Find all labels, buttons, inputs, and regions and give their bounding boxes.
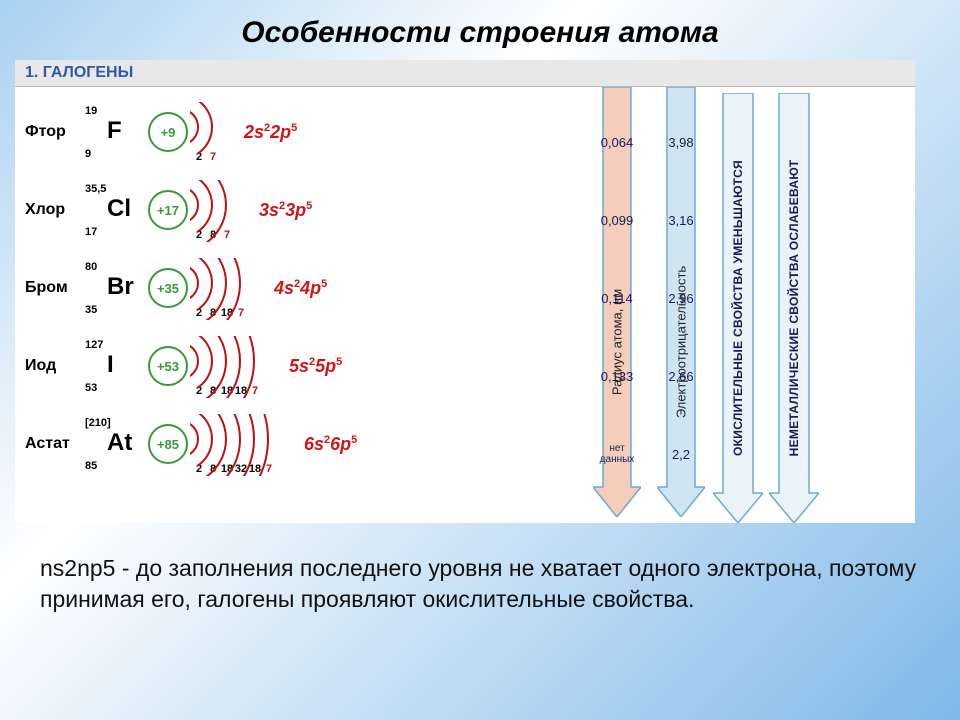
radius-label: Радиус атома, нм (610, 289, 625, 395)
radius-column: 0,0640,0990,1140,133нетданных Радиус ато… (585, 87, 649, 523)
element-row: Хлор35,5 17 Cl +17287 3s23p5 (25, 171, 575, 249)
radius-value: нетданных (585, 415, 649, 493)
svg-text:7: 7 (252, 385, 258, 397)
nucleus-charge: +35 (148, 268, 188, 308)
element-name: Хлор (25, 201, 85, 219)
electron-shells: 2818187 (190, 336, 275, 398)
element-name: Астат (25, 435, 85, 453)
isotope-box: 35,5 17 Cl (85, 183, 140, 238)
electron-shells: 28187 (190, 258, 260, 320)
nucleus-charge: +85 (148, 424, 188, 464)
element-symbol: I (107, 351, 114, 379)
en-value: 3,16 (649, 181, 713, 259)
nucleus-charge: +53 (148, 346, 188, 386)
radius-value: 0,099 (585, 181, 649, 259)
svg-text:18: 18 (249, 463, 261, 475)
en-column: 3,983,162,962,662,2 Электроотрицательнос… (649, 87, 713, 523)
atomic-number: 9 (85, 148, 91, 160)
nonmetal-arrow-col: НЕМЕТАЛЛИЧЕСКИЕ СВОЙСТВА ОСЛАБЕВАЮТ (769, 93, 819, 523)
atomic-number: 17 (85, 226, 97, 238)
electron-shells: 287 (190, 180, 245, 242)
element-symbol: Br (107, 273, 134, 301)
main-panel: 1. ГАЛОГЕНЫ Фтор19 9 F +927 2s22p5 Хлор35,5 17… (15, 60, 915, 523)
mass-number: 19 (85, 105, 97, 117)
element-symbol: Cl (107, 195, 131, 223)
isotope-box: 127 53 I (85, 339, 140, 394)
element-name: Бром (25, 279, 85, 297)
electron-configuration: 6s26p5 (304, 434, 357, 455)
electron-configuration: 4s24p5 (274, 278, 327, 299)
atomic-number: 53 (85, 382, 97, 394)
mass-number: 35,5 (85, 183, 106, 195)
isotope-box: 19 9 F (85, 105, 140, 160)
mass-number: [210] (85, 417, 111, 429)
electron-configuration: 5s25p5 (289, 356, 342, 377)
element-table: Фтор19 9 F +927 2s22p5 Хлор35,5 17 Cl +17287 3s23… (15, 87, 575, 523)
element-row: Астат[210]85At+852818321876s26p5 (25, 405, 575, 483)
svg-text:7: 7 (266, 463, 272, 475)
section-header: 1. ГАЛОГЕНЫ (15, 60, 915, 87)
en-value: 3,98 (649, 103, 713, 181)
element-name: Иод (25, 357, 85, 375)
oxidative-label: ОКИСЛИТЕЛЬНЫЕ СВОЙСТВА УМЕНЬШАЮТСЯ (731, 160, 745, 456)
mass-number: 80 (85, 261, 97, 273)
element-symbol: At (107, 429, 132, 457)
svg-text:7: 7 (210, 151, 216, 163)
element-symbol: F (107, 117, 122, 145)
element-row: Иод127 53 I +532818187 5s25p5 (25, 327, 575, 405)
isotope-box: 80 35 Br (85, 261, 140, 316)
footer-text: ns2np5 - до заполнения последнего уровня… (40, 553, 920, 615)
en-value: 2,2 (649, 415, 713, 493)
mass-number: 127 (85, 339, 103, 351)
nonmetal-label: НЕМЕТАЛЛИЧЕСКИЕ СВОЙСТВА ОСЛАБЕВАЮТ (787, 160, 801, 457)
svg-text:7: 7 (224, 229, 230, 241)
electron-shells: 27 (190, 102, 230, 164)
oxidative-arrow-col: ОКИСЛИТЕЛЬНЫЕ СВОЙСТВА УМЕНЬШАЮТСЯ (713, 93, 763, 523)
electron-configuration: 3s23p5 (259, 200, 312, 221)
electron-configuration: 2s22p5 (244, 122, 297, 143)
nucleus-charge: +9 (148, 112, 188, 152)
atomic-number: 85 (85, 460, 97, 472)
svg-text:7: 7 (238, 307, 244, 319)
isotope-box: [210] 85 At (85, 417, 140, 472)
electron-shells: 281832187 (190, 414, 290, 476)
nucleus-charge: +17 (148, 190, 188, 230)
radius-value: 0,064 (585, 103, 649, 181)
element-row: Бром80 35 Br +3528187 4s24p5 (25, 249, 575, 327)
en-label: Электроотрицательность (674, 266, 689, 418)
element-row: Фтор19 9 F +927 2s22p5 (25, 93, 575, 171)
atomic-number: 35 (85, 304, 97, 316)
slide-title: Особенности строения атома (30, 16, 930, 50)
element-name: Фтор (25, 123, 85, 141)
